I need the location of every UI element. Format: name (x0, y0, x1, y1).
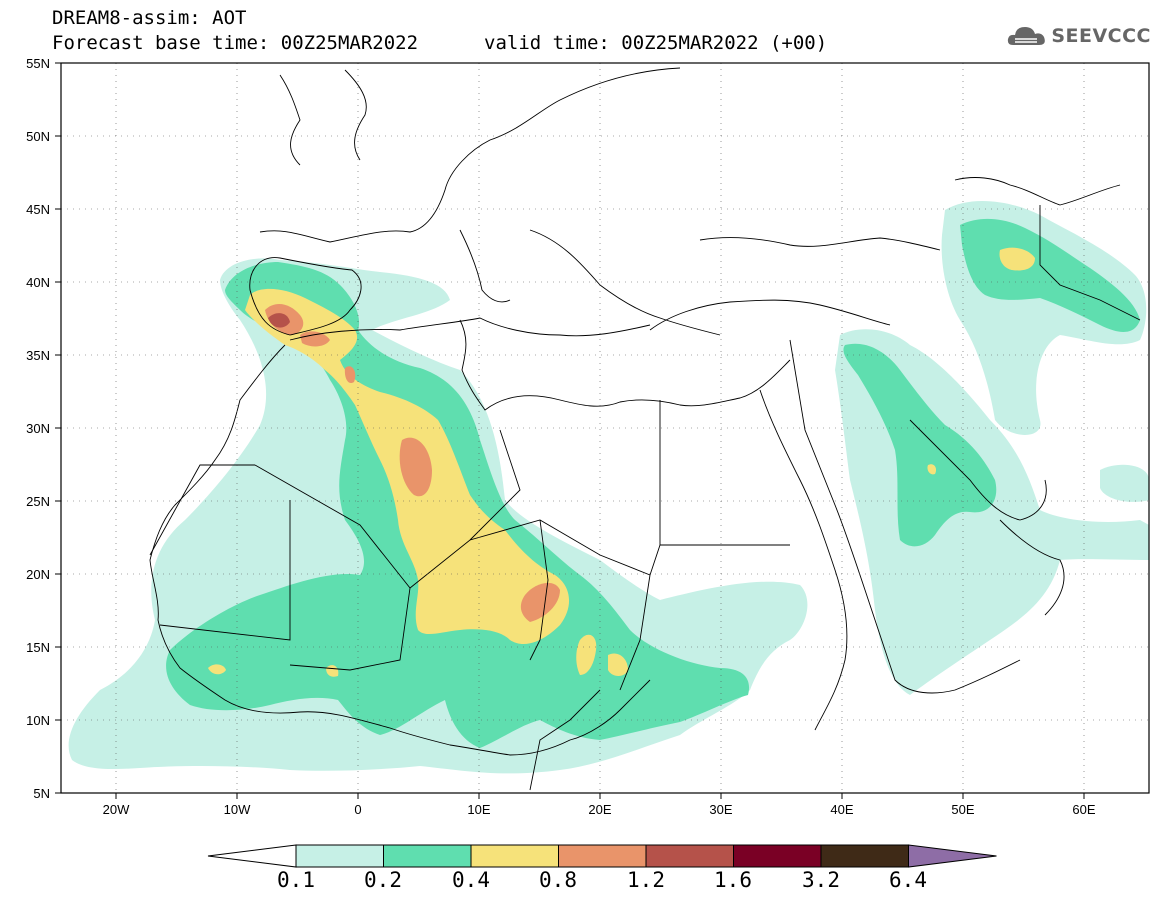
y-tick-label: 35N (26, 348, 50, 363)
colorbar-swatch (558, 844, 647, 868)
colorbar-swatch-under (207, 844, 297, 868)
colorbar-label: 3.2 (802, 868, 840, 892)
x-tick-label: 30E (709, 802, 732, 817)
colorbar-swatch (470, 844, 559, 868)
colorbar-swatch (733, 844, 822, 868)
colorbar (207, 844, 997, 868)
valid-time: valid time: 00Z25MAR2022 (+00) (484, 32, 828, 54)
y-tick-label: 40N (26, 275, 50, 290)
y-tick-label: 45N (26, 202, 50, 217)
colorbar-label: 0.1 (277, 868, 315, 892)
colorbar-swatch (820, 844, 909, 868)
y-tick-label: 20N (26, 567, 50, 582)
x-tick-label: 0 (354, 802, 361, 817)
cloud-icon (1008, 27, 1046, 45)
axis-ticks (55, 62, 1085, 799)
colorbar-label: 1.6 (714, 868, 752, 892)
map-title: DREAM8-assim: AOT (52, 7, 247, 29)
colorbar-swatch (295, 844, 384, 868)
x-tick-label: 60E (1072, 802, 1095, 817)
colorbar-label: 1.2 (627, 868, 665, 892)
y-tick-label: 55N (26, 56, 50, 71)
y-tick-label: 30N (26, 421, 50, 436)
seevccc-logo: SEEVCCC (1007, 23, 1151, 49)
colorbar-label: 6.4 (889, 868, 927, 892)
colorbar-label: 0.4 (452, 868, 490, 892)
colorbar-swatch-over (908, 844, 997, 868)
y-tick-label: 25N (26, 494, 50, 509)
x-tick-label: 10E (467, 802, 490, 817)
lat-lon-grid (61, 63, 1149, 793)
logo-text: SEEVCCC (1051, 25, 1151, 47)
x-tick-label: 50E (951, 802, 974, 817)
y-tick-label: 50N (26, 129, 50, 144)
aot-contours (68, 200, 1149, 774)
x-tick-label: 20E (588, 802, 611, 817)
colorbar-label: 0.2 (364, 868, 402, 892)
coastlines-and-borders (149, 67, 1141, 791)
x-tick-labels: 20W 10W 0 10E 20E 30E 40E 50E 60E (103, 802, 1096, 817)
y-tick-labels: 55N 50N 45N 40N 35N 30N 25N 20N 15N 10N … (26, 56, 50, 801)
x-tick-label: 20W (103, 802, 130, 817)
colorbar-swatch (645, 844, 734, 868)
x-tick-label: 10W (224, 802, 251, 817)
y-tick-label: 15N (26, 640, 50, 655)
colorbar-swatch (383, 844, 472, 868)
colorbar-label: 0.8 (539, 868, 577, 892)
x-tick-label: 40E (830, 802, 853, 817)
forecast-base-time: Forecast base time: 00Z25MAR2022 (52, 32, 419, 54)
y-tick-label: 5N (33, 786, 50, 801)
y-tick-label: 10N (26, 713, 50, 728)
